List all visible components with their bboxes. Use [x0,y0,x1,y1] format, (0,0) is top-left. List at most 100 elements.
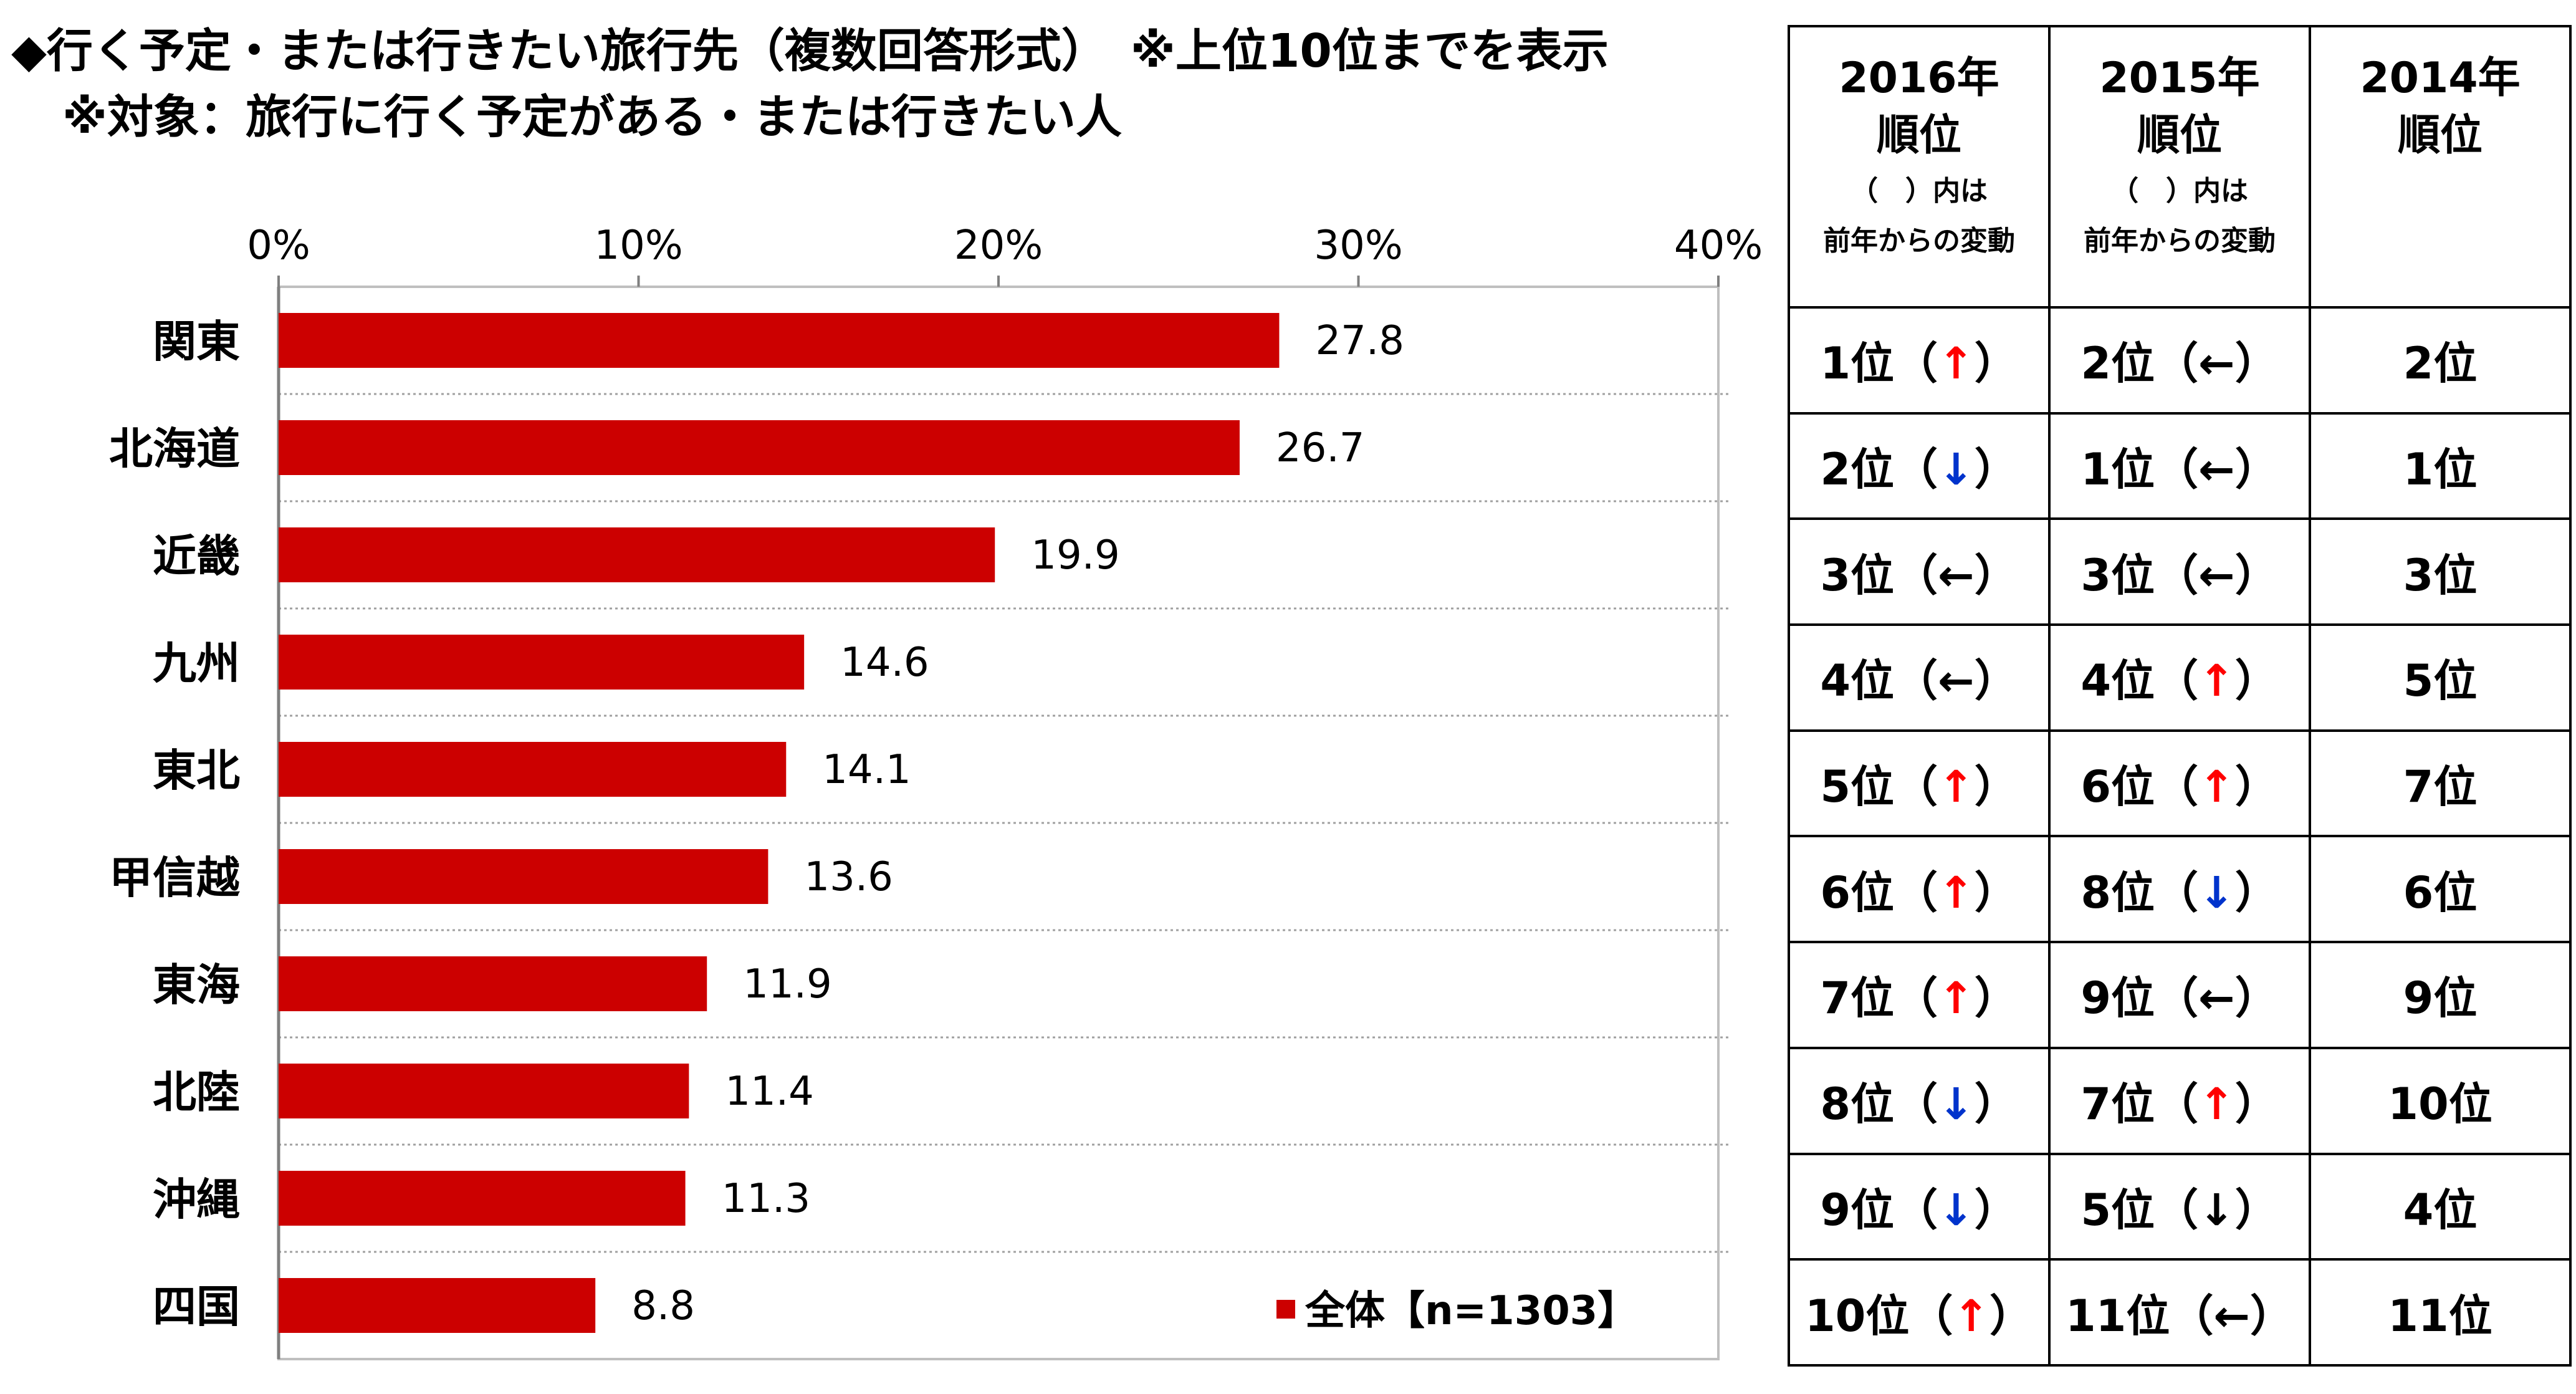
change-arrow-icon: ↑ [2198,761,2235,813]
rank-table-row: 1位（↑） 2位（←） 2位 [1788,306,2572,415]
rank-2016-cell: 5位（↑） [1788,729,2051,838]
bar [279,420,1240,475]
change-arrow-icon: ← [2198,973,2235,1024]
paren-open: （ [2155,338,2199,390]
rank-2016-value: 8位 [1820,1079,1895,1130]
change-arrow-icon: ↑ [1938,338,1975,390]
rank-2014-value: 5位 [2403,655,2478,707]
data-label: 27.8 [1315,318,1404,364]
rank-2015-cell: 9位（←） [2048,941,2311,1049]
rank-2014-cell: 9位 [2309,941,2572,1049]
paren-open: （ [1894,549,1938,601]
paren-open: （ [2155,1184,2199,1236]
rank-2015-value: 1位 [2080,444,2155,496]
rank-table: 2016年 順位 （ ）内は 前年からの変動 2015年 順位 （ ）内は 前年… [1788,25,2572,1367]
change-arrow-icon: ↑ [2198,655,2235,707]
rank-2014-cell: 6位 [2309,835,2572,944]
bar [279,742,787,797]
rank-2014-cell: 7位 [2309,729,2572,838]
rank-2014-value: 3位 [2403,549,2478,601]
rank-2016-cell: 10位（↑） [1788,1258,2051,1367]
change-arrow-icon: ← [2198,338,2235,390]
rank-2015-cell: 11位（←） [2048,1258,2311,1367]
data-label: 14.6 [840,640,929,686]
paren-close: ） [2234,867,2279,918]
change-arrow-icon: ↑ [1938,761,1975,813]
change-arrow-icon: ↑ [1953,1290,1990,1342]
paren-close: ） [1974,549,2018,601]
rank-2016-cell: 2位（↓） [1788,411,2051,521]
rank-table-row: 3位（←） 3位（←） 3位 [1788,517,2572,627]
header-2016-note2: 前年からの変動 [1823,225,2015,257]
paren-close: ） [1989,1290,2034,1342]
data-label: 13.6 [804,854,893,900]
header-2015-note1: （ ）内は [2111,175,2248,207]
rank-2016-value: 7位 [1820,973,1895,1024]
header-2015-year: 2015年 [2099,54,2260,103]
rank-2016-value: 2位 [1820,444,1895,496]
rank-2014-value: 7位 [2403,761,2478,813]
rank-table-row: 10位（↑） 11位（←） 11位 [1788,1258,2572,1367]
rank-2016-cell: 3位（←） [1788,517,2051,627]
rank-2015-value: 6位 [2080,761,2155,813]
rank-2015-cell: 4位（↑） [2048,623,2311,732]
rank-2014-value: 9位 [2403,973,2478,1024]
rank-2014-cell: 1位 [2309,411,2572,521]
rank-2016-value: 3位 [1820,549,1895,601]
paren-open: （ [2155,655,2199,707]
category-label: 北海道 [109,423,240,474]
paren-open: （ [1894,867,1938,918]
category-label: 東北 [153,745,240,796]
paren-open: （ [2155,973,2199,1024]
data-label: 19.9 [1031,532,1120,579]
paren-close: ） [1974,655,2018,707]
rank-2016-value: 4位 [1820,655,1895,707]
category-label: 甲信越 [109,852,241,903]
paren-open: （ [2155,549,2199,601]
paren-close: ） [1974,867,2018,918]
paren-close: ） [2234,338,2279,390]
header-2016-note1: （ ）内は [1851,175,1988,207]
bar [279,313,1280,368]
chart-subtitle: ※対象：旅行に行く予定がある・または行きたい人 [62,90,1122,144]
change-arrow-icon: ← [1938,549,1975,601]
rank-2015-cell: 5位（↓） [2048,1152,2311,1261]
chart-title: ◆行く予定・または行きたい旅行先（複数回答形式） ※上位10位までを表示 [11,24,1609,78]
paren-open: （ [2155,1079,2199,1130]
bar [279,527,995,582]
rank-table-row: 5位（↑） 6位（↑） 7位 [1788,729,2572,838]
rank-2016-cell: 6位（↑） [1788,835,2051,944]
rank-table-row: 2位（↓） 1位（←） 1位 [1788,411,2572,521]
rank-2015-value: 3位 [2080,549,2155,601]
change-arrow-icon: ↓ [1938,444,1975,496]
x-tick-label: 20% [954,223,1043,269]
paren-close: ） [1974,761,2018,813]
bar [279,956,707,1011]
rank-2015-cell: 2位（←） [2048,306,2311,415]
paren-close: ） [2234,761,2279,813]
paren-close: ） [2234,444,2279,496]
rank-2015-value: 2位 [2080,338,2155,390]
rank-2015-cell: 7位（↑） [2048,1046,2311,1155]
x-tick-label: 10% [594,223,682,269]
paren-open: （ [1894,973,1938,1024]
rank-2016-value: 1位 [1820,338,1895,390]
rank-2015-value: 11位 [2065,1290,2170,1342]
rank-2014-cell: 11位 [2309,1258,2572,1367]
change-arrow-icon: ↑ [2198,1079,2235,1130]
paren-open: （ [1894,761,1938,813]
rank-2014-value: 2位 [2403,338,2478,390]
x-tick-label: 30% [1314,223,1402,269]
paren-close: ） [2234,1184,2279,1236]
data-label: 26.7 [1276,425,1365,471]
rank-2015-cell: 1位（←） [2048,411,2311,521]
header-2016-year: 2016年 [1839,54,1999,103]
rank-table-row: 8位（↓） 7位（↑） 10位 [1788,1046,2572,1155]
rank-2015-cell: 6位（↑） [2048,729,2311,838]
change-arrow-icon: ↑ [1938,867,1975,918]
data-label: 11.4 [725,1069,814,1115]
x-tick-label: 0% [247,223,310,269]
bar [279,1171,686,1226]
change-arrow-icon: ↓ [2198,1184,2235,1236]
rank-2015-cell: 3位（←） [2048,517,2311,627]
